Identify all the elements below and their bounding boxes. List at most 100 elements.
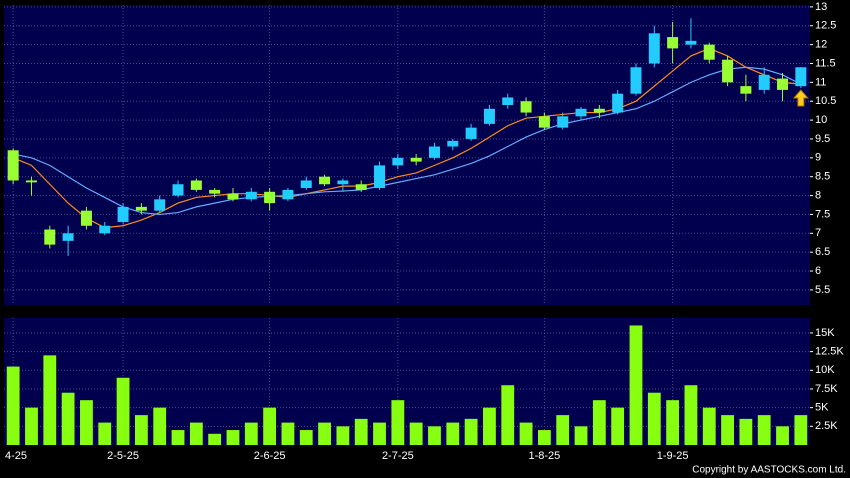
candle-body	[648, 33, 660, 64]
x-tick-label: 2-5-25	[107, 450, 139, 462]
candle-body	[337, 180, 349, 185]
candle-body	[447, 140, 459, 147]
volume-bar	[446, 422, 460, 445]
volume-bar	[666, 400, 680, 445]
candle-body	[374, 165, 386, 189]
candle-body	[135, 206, 147, 211]
signal-arrow	[792, 89, 809, 107]
volume-bar	[153, 407, 167, 445]
volume-bar	[776, 426, 789, 445]
volume-bar	[354, 418, 368, 445]
volume-bar	[281, 422, 295, 445]
volume-bar	[6, 366, 20, 445]
volume-bar	[318, 422, 331, 445]
y-tick-label: 6.5	[815, 246, 830, 258]
y-tick-label: 7.5	[815, 208, 830, 220]
y-tick-label: 10	[815, 114, 827, 126]
moving-average	[12, 47, 801, 229]
candle-body	[667, 37, 679, 49]
y-tick-label: 12.5K	[815, 346, 844, 358]
candle-body	[7, 150, 19, 181]
candle-body	[520, 101, 532, 113]
volume-bar	[464, 418, 478, 445]
y-tick-label: 7.5K	[815, 383, 838, 395]
volume-bar	[483, 407, 496, 445]
volume-bar	[336, 426, 350, 445]
candle-body	[245, 191, 257, 200]
x-tick-label: 1-9-25	[657, 450, 689, 462]
volume-bar	[116, 377, 130, 445]
candle-body	[80, 210, 92, 226]
candle-body	[25, 180, 37, 183]
candle-body	[319, 176, 331, 185]
y-tick-label: 13	[815, 1, 827, 13]
candle-body	[190, 180, 202, 190]
candle-body	[630, 67, 642, 94]
y-tick-label: 15K	[815, 327, 835, 339]
candle-body	[62, 233, 74, 241]
y-tick-label: 11.5	[815, 57, 836, 69]
volume-bar	[574, 426, 588, 445]
candle-body	[465, 127, 477, 139]
candle-body	[392, 157, 404, 166]
volume-bar	[537, 430, 551, 445]
candle-body	[502, 97, 514, 105]
candle-body	[264, 191, 276, 204]
candle-body	[227, 193, 239, 200]
candle-body	[172, 184, 184, 196]
volume-bar	[208, 433, 222, 445]
candle-body	[758, 74, 770, 90]
volume-bar	[409, 422, 423, 445]
copyright: Copyright by AASTOCKS.com Ltd.	[692, 465, 846, 476]
volume-bar	[80, 400, 93, 445]
candle-body	[154, 199, 166, 211]
price-panel	[4, 5, 810, 305]
volume-bar	[556, 415, 570, 445]
volume-bar	[428, 426, 441, 445]
candle-body	[44, 229, 56, 245]
candle-body	[740, 86, 752, 94]
candle-body	[209, 189, 221, 194]
volume-bar	[794, 415, 808, 445]
volume-bar	[373, 422, 386, 445]
y-tick-label: 7	[815, 227, 821, 239]
y-tick-label: 10K	[815, 364, 835, 376]
volume-bar	[189, 422, 203, 445]
x-tick-label: 4-25	[5, 450, 27, 462]
candle-body	[428, 146, 440, 158]
candle-body	[300, 180, 312, 189]
candle-body	[99, 225, 111, 234]
volume-bar	[647, 392, 661, 445]
volume-bar	[702, 407, 716, 445]
volume-bar	[629, 325, 643, 445]
y-tick-label: 10.5	[815, 95, 836, 107]
volume-bar	[721, 415, 734, 445]
volume-bar	[61, 392, 75, 445]
volume-bar	[43, 355, 57, 445]
volume-bar	[739, 418, 753, 445]
candle-body	[722, 59, 734, 83]
candle-body	[703, 44, 715, 60]
candle-body	[117, 206, 129, 222]
y-tick-label: 12.5	[815, 20, 836, 32]
candle-body	[777, 78, 789, 90]
volume-bar	[134, 415, 148, 445]
y-tick-label: 9	[815, 152, 821, 164]
volume-bar	[592, 400, 606, 445]
y-tick-label: 6	[815, 265, 821, 277]
volume-bar	[299, 430, 313, 445]
candle-body	[575, 108, 587, 117]
candle-body	[410, 157, 422, 162]
candle-body	[538, 116, 550, 128]
volume-bar	[501, 385, 515, 445]
y-tick-label: 11	[815, 76, 826, 88]
candle-body	[612, 93, 624, 113]
candle-body	[557, 116, 569, 128]
moving-average	[13, 66, 802, 216]
y-tick-label: 5.5	[815, 284, 830, 296]
volume-bar	[757, 415, 771, 445]
y-tick-label: 8	[815, 189, 821, 201]
candle-body	[355, 184, 367, 190]
volume-bar	[611, 407, 625, 445]
